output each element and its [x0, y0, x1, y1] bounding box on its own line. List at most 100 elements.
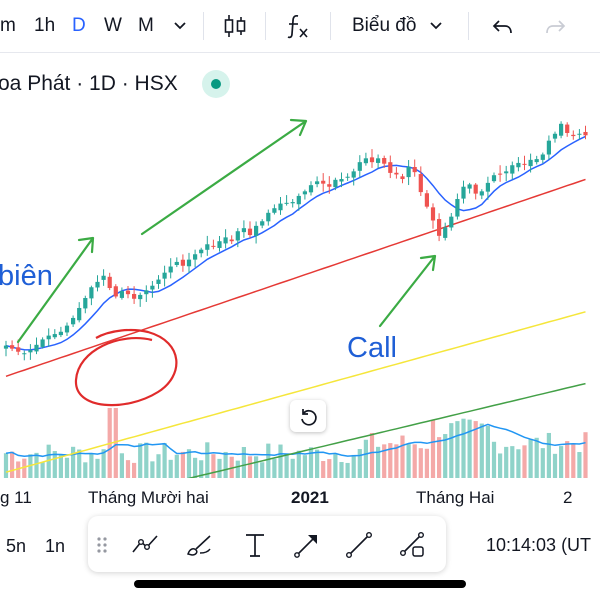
chevron-down-icon[interactable] [428, 16, 444, 41]
candle-body [308, 185, 314, 193]
candle-body [58, 331, 63, 336]
volume-bar [138, 443, 143, 478]
volume-bar [443, 434, 448, 478]
candle-body [77, 307, 82, 321]
volume-bar [132, 462, 137, 478]
candle-body [34, 344, 39, 352]
interval-w[interactable]: W [104, 15, 122, 36]
redo-icon[interactable] [544, 12, 568, 45]
volume-bar [16, 461, 21, 478]
candle-body [22, 353, 27, 355]
symbol-title[interactable]: oa Phát · 1D · HSX [0, 72, 178, 95]
volume-bar [89, 453, 94, 478]
candle-body [540, 154, 545, 160]
candle-body [229, 239, 234, 242]
candle-body [345, 176, 350, 178]
interval-d[interactable]: D [72, 15, 86, 36]
candle-body [180, 259, 185, 266]
volume-bar [382, 444, 387, 478]
volume-bar [333, 454, 338, 478]
volume-bar [58, 454, 63, 478]
volume-bar [315, 449, 320, 478]
volume-bar [156, 454, 161, 478]
status-dot-icon [211, 79, 221, 89]
candle-body [296, 195, 301, 205]
volume-bar [174, 454, 179, 478]
x-axis-label: Tháng Hai [416, 488, 495, 507]
candle-body [162, 272, 167, 279]
volume-bar [449, 423, 454, 478]
candle-body [290, 202, 295, 204]
chevron-down-icon[interactable] [172, 16, 188, 41]
volume-bar [77, 449, 82, 478]
volume-bar [308, 447, 314, 478]
interval-m-month[interactable]: M [138, 15, 154, 36]
volume-bar [424, 448, 429, 478]
candle-body [284, 202, 289, 204]
candle-body [205, 244, 210, 250]
candle-body [443, 227, 448, 238]
undo-icon[interactable] [490, 12, 514, 45]
candle-body [424, 193, 429, 207]
arrow-icon[interactable] [292, 530, 322, 560]
volume-bar [217, 458, 222, 478]
volume-bar [394, 444, 399, 478]
candle-body [577, 133, 582, 135]
candle-body [491, 175, 497, 182]
candle-body [394, 172, 399, 175]
text-icon[interactable] [240, 530, 270, 560]
market-status-indicator[interactable] [202, 70, 230, 98]
candle-body [412, 166, 417, 173]
candle-body [278, 203, 283, 211]
volume-bar [559, 446, 564, 478]
volume-bar [437, 437, 442, 478]
candle-body [144, 290, 149, 295]
drawing-toolbar [88, 516, 446, 572]
volume-bar [83, 462, 88, 478]
candle-body [193, 254, 198, 260]
candle-body [113, 286, 118, 297]
volume-bar [3, 453, 9, 478]
divider [468, 12, 469, 40]
candles-icon[interactable] [222, 12, 248, 45]
candle-body [150, 285, 155, 290]
candle-body [186, 259, 192, 267]
volume-bar [571, 444, 576, 478]
fx-icon[interactable] [286, 12, 312, 45]
volume-bar [467, 419, 472, 478]
drag-handle-icon[interactable] [94, 530, 110, 560]
candle-body [302, 191, 307, 195]
candle-body [455, 199, 460, 217]
line-icon[interactable] [344, 530, 374, 560]
ma-yellow-line [5, 311, 586, 473]
candle-body [254, 225, 259, 236]
chart-menu-button[interactable]: Biểu đồ [352, 15, 417, 36]
candle-body [247, 228, 253, 236]
reset-chart-button[interactable] [290, 400, 326, 432]
volume-bar [351, 454, 356, 478]
volume-bar [266, 443, 271, 478]
volume-bar [260, 462, 265, 478]
range-1d[interactable]: 1n [45, 536, 66, 556]
volume-bar [473, 421, 478, 478]
candle-body [217, 241, 222, 248]
volume-bar [565, 441, 570, 478]
candle-body [241, 228, 246, 233]
candle-body [369, 157, 375, 163]
interval-1h[interactable]: 1h [34, 15, 56, 36]
clock-timezone[interactable]: 10:14:03 (UT [486, 535, 592, 555]
divider [203, 12, 204, 40]
shapes-icon[interactable] [398, 530, 428, 560]
range-5d[interactable]: 5n [6, 536, 27, 556]
volume-bar [34, 452, 39, 478]
volume-bar [583, 432, 588, 478]
trend-lines-icon[interactable] [130, 530, 160, 560]
candle-body [485, 182, 490, 192]
volume-bar [150, 461, 155, 478]
interval-m[interactable]: m [0, 15, 16, 36]
candle-body [260, 221, 265, 226]
brush-icon[interactable] [184, 530, 214, 560]
volume-bar [235, 460, 240, 478]
candle-body [211, 245, 216, 247]
volume-bar [290, 458, 295, 478]
